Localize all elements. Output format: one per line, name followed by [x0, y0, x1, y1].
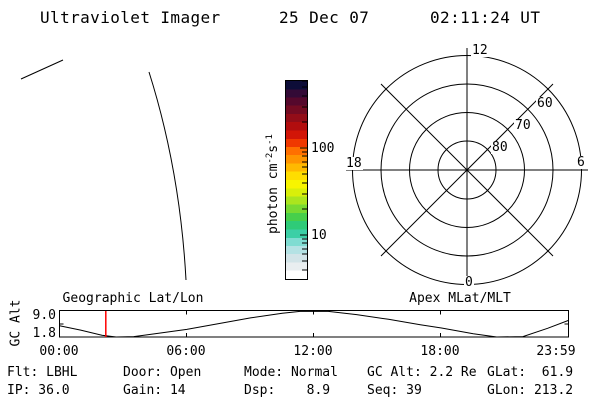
mlt-axis-diag-se: [380, 83, 554, 257]
gc-alt-ylabel: GC Alt: [8, 299, 24, 347]
mlt-label-6: 6: [576, 155, 586, 170]
geo-grid-lines: [20, 59, 187, 281]
ring-label-70: 70: [514, 118, 532, 133]
status-glat: GLat: 61.9: [487, 365, 574, 380]
status-glon: GLon: 213.2: [487, 383, 574, 398]
page-title: Ultraviolet Imager: [40, 8, 221, 27]
unit-sup-1: -2: [264, 152, 275, 164]
x-label-2359: 23:59: [536, 344, 576, 359]
mlt-axis-diag-ne: [380, 83, 554, 257]
date-label: 25 Dec 07: [279, 8, 370, 27]
gc-alt-axis-ticks: [59, 310, 569, 337]
gc-alt-ymax: 9.0: [32, 308, 56, 323]
status-flt: Flt: LBHL: [7, 365, 78, 380]
colorbar-unit-label: photon cm-2s-1: [264, 134, 282, 234]
colorbar-gradient: [285, 80, 308, 280]
polar-grid: [346, 48, 588, 288]
x-label-0600: 06:00: [166, 344, 206, 359]
mlt-label-12: 12: [471, 43, 489, 58]
geo-panel-title: Geographic Lat/Lon: [62, 291, 204, 306]
apex-panel-title: Apex MLat/MLT: [409, 291, 511, 306]
gc-alt-ymin: 1.8: [32, 326, 56, 341]
status-door: Door: Open: [123, 365, 202, 380]
x-label-1800: 18:00: [420, 344, 460, 359]
gc-alt-plot: [59, 310, 569, 338]
status-gcalt: GC Alt: 2.2 Re: [367, 365, 477, 380]
status-mode: Mode: Normal: [244, 365, 338, 380]
unit-base: photon cm: [266, 163, 282, 234]
status-ip: IP: 36.0: [7, 383, 70, 398]
status-seq: Seq: 39: [367, 383, 422, 398]
geo-line-2: [148, 71, 187, 281]
status-gain: Gain: 14: [123, 383, 186, 398]
x-label-1200: 12:00: [293, 344, 333, 359]
colorbar-tick-10: 10: [311, 228, 327, 243]
status-dsp: Dsp: 8.9: [244, 383, 331, 398]
unit-mid: s: [266, 144, 282, 153]
geo-line-1: [20, 59, 64, 80]
ring-60: [380, 83, 554, 257]
ring-label-80: 80: [491, 140, 509, 155]
colorbar-tick-100: 100: [311, 141, 335, 156]
ring-70: [409, 112, 525, 228]
mlt-label-0: 0: [464, 275, 474, 290]
unit-sup-2: -1: [264, 134, 275, 145]
mlt-label-18: 18: [345, 156, 363, 171]
time-label: 02:11:24 UT: [430, 8, 541, 27]
x-label-0000: 00:00: [39, 344, 79, 359]
ring-50: [352, 55, 582, 285]
gc-alt-curve: [59, 310, 569, 338]
ring-label-60: 60: [536, 96, 554, 111]
ring-80: [437, 140, 497, 200]
gc-alt-plot-box: [59, 310, 569, 338]
